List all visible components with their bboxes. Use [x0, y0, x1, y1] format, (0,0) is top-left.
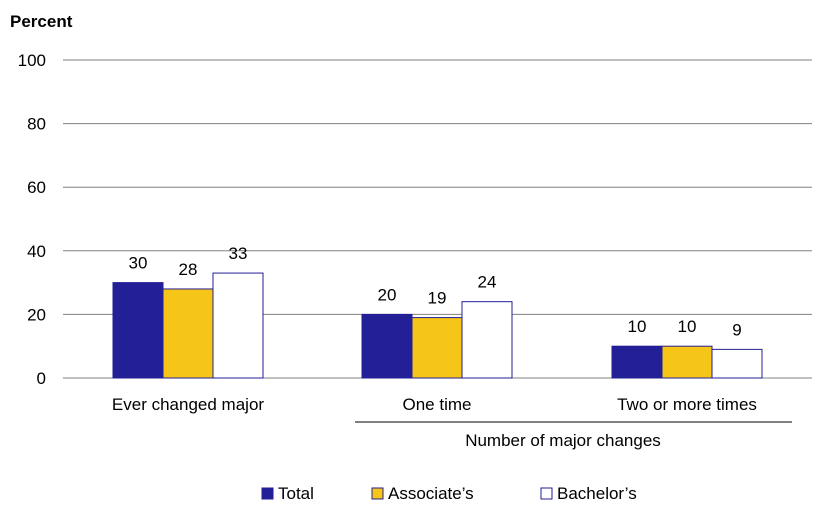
category-label: One time — [403, 395, 472, 414]
bar-bachelor-s-1 — [461, 301, 513, 379]
category-label: Ever changed major — [112, 395, 264, 414]
y-tick-label: 40 — [27, 242, 46, 261]
legend: Total Associate’s Bachelor’s — [261, 484, 637, 503]
data-label: 19 — [428, 289, 447, 308]
legend-swatch — [371, 487, 384, 500]
y-tick-labels: 0 20 40 60 80 100 — [18, 51, 46, 388]
y-tick-label: 100 — [18, 51, 46, 70]
y-tick-label: 0 — [37, 369, 46, 388]
legend-swatch — [540, 487, 553, 500]
data-label: 10 — [628, 317, 647, 336]
y-tick-label: 60 — [27, 178, 46, 197]
category-label: Two or more times — [617, 395, 757, 414]
bar-associate-s-2 — [661, 345, 713, 379]
data-label: 33 — [229, 244, 248, 263]
data-label: 10 — [678, 317, 697, 336]
bars — [112, 272, 763, 379]
legend-label: Bachelor’s — [557, 484, 637, 503]
y-axis-title: Percent — [10, 12, 73, 31]
data-label: 30 — [129, 254, 148, 273]
y-tick-label: 20 — [27, 305, 46, 324]
category-labels: Ever changed major One time Two or more ti… — [112, 395, 757, 414]
data-label: 20 — [378, 285, 397, 304]
y-tick-label: 80 — [27, 115, 46, 134]
data-label: 9 — [732, 320, 741, 339]
legend-label: Associate’s — [388, 484, 474, 503]
group-label: Number of major changes — [465, 431, 661, 450]
bar-associate-s-0 — [162, 288, 214, 379]
data-labels: 30 28 33 20 19 24 10 10 9 — [129, 244, 742, 339]
bar-total-1 — [361, 313, 413, 379]
bar-bachelor-s-2 — [711, 348, 763, 379]
data-label: 24 — [478, 273, 497, 292]
bar-total-2 — [611, 345, 663, 379]
bar-bachelor-s-0 — [212, 272, 264, 379]
legend-swatch — [261, 487, 274, 500]
bar-total-0 — [112, 282, 164, 379]
legend-label: Total — [278, 484, 314, 503]
bar-associate-s-1 — [411, 317, 463, 379]
data-label: 28 — [179, 260, 198, 279]
